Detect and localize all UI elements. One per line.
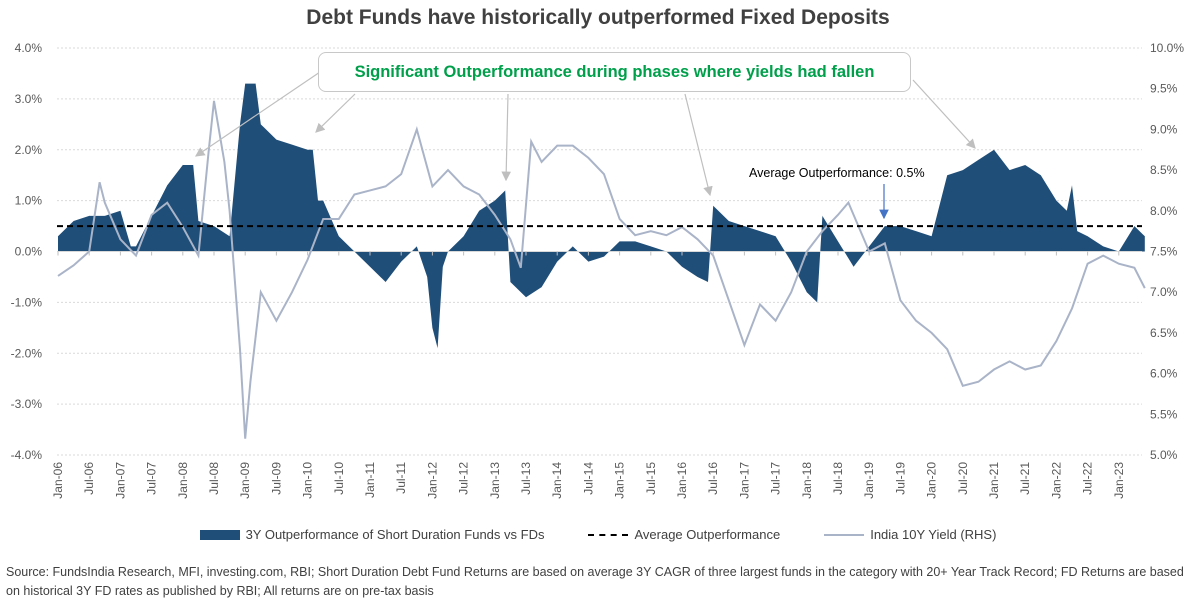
x-tick-label: Jan-23 [1112,462,1126,499]
x-tick-label: Jan-09 [238,462,252,499]
x-tick-label: Jan-08 [176,462,190,499]
chart-title: Debt Funds have historically outperforme… [306,6,890,29]
x-tick-label: Jan-20 [925,462,939,499]
x-tick-label: Jan-15 [613,462,627,499]
x-tick-label: Jul-12 [457,462,471,495]
x-tick-label: Jan-19 [862,462,876,499]
callout-arrow [912,79,976,149]
x-tick-label: Jan-11 [363,462,377,498]
y-left-tick-label: 3.0% [15,92,43,106]
source-note: Source: FundsIndia Research, MFI, invest… [6,565,1184,598]
x-tick-label: Jul-11 [394,462,408,494]
legend-item-average: Average Outperformance [588,527,780,542]
y-left-tick-label: 0.0% [15,245,43,259]
callout-arrow [315,93,356,133]
x-tick-label: Jan-10 [301,462,315,499]
y-left-tick-label: -2.0% [11,346,43,360]
average-annotation: Average Outperformance: 0.5% [749,166,925,180]
y-right-tick-label: 7.5% [1150,245,1178,259]
x-tick-label: Jan-12 [425,462,439,499]
y-left-tick-label: -3.0% [11,397,43,411]
y-right-tick-label: 5.5% [1150,407,1178,421]
x-tick-label: Jul-15 [644,462,658,495]
x-tick-label: Jan-06 [51,462,65,499]
legend-swatch-dashed [588,533,629,536]
y-right-tick-label: 5.0% [1150,448,1178,462]
legend: 3Y Outperformance of Short Duration Fund… [0,527,1196,542]
y-right-tick-label: 6.0% [1150,367,1178,381]
x-tick-label: Jan-18 [800,462,814,499]
x-tick-label: Jul-07 [145,462,159,495]
legend-item-outperformance: 3Y Outperformance of Short Duration Fund… [199,527,545,542]
yield-line [57,100,1146,439]
y-right-tick-label: 8.5% [1150,163,1178,177]
legend-label: India 10Y Yield (RHS) [870,527,997,542]
x-tick-label: Jan-13 [488,462,502,499]
y-left-tick-label: -1.0% [11,295,43,309]
x-tick-label: Jan-07 [113,462,127,499]
callout-arrow [195,71,321,157]
x-tick-label: Jul-21 [1018,462,1032,495]
x-tick-label: Jul-22 [1081,462,1095,495]
legend-swatch-area [199,529,240,540]
legend-item-yield: India 10Y Yield (RHS) [824,527,996,542]
y-left-tick-label: 4.0% [15,41,43,55]
x-tick-label: Jul-18 [831,462,845,495]
y-left-tick-label: -4.0% [11,448,43,462]
x-tick-label: Jan-21 [987,462,1001,499]
legend-label: Average Outperformance [634,527,781,542]
legend-swatch-line [824,533,865,536]
legend-label: 3Y Outperformance of Short Duration Fund… [245,527,545,542]
y-left-tick-label: 1.0% [15,194,43,208]
callout-arrow [501,93,511,182]
x-tick-label: Jul-16 [706,462,720,495]
x-tick-label: Jan-14 [550,462,564,499]
x-tick-label: Jan-17 [737,462,751,499]
x-tick-label: Jul-19 [893,462,907,495]
x-tick-label: Jul-20 [956,462,970,495]
x-tick-label: Jul-06 [82,462,96,495]
x-tick-label: Jan-16 [675,462,689,499]
y-left-tick-label: 2.0% [15,143,43,157]
x-tick-label: Jul-08 [207,462,221,495]
y-right-tick-label: 10.0% [1150,41,1184,55]
x-tick-label: Jul-09 [269,462,283,495]
y-right-tick-label: 6.5% [1150,326,1178,340]
callout-arrow [684,93,713,197]
callout-box: Significant Outperformance during phases… [318,52,911,92]
x-tick-label: Jul-14 [581,462,595,495]
outperformance-area [58,83,1145,349]
y-right-tick-label: 9.0% [1150,122,1178,136]
y-right-tick-label: 7.0% [1150,285,1178,299]
x-tick-label: Jul-17 [769,462,783,495]
y-right-tick-label: 9.5% [1150,82,1178,96]
x-tick-label: Jan-22 [1049,462,1063,499]
x-tick-label: Jul-13 [519,462,533,495]
x-tick-label: Jul-10 [332,462,346,495]
y-right-tick-label: 8.0% [1150,204,1178,218]
